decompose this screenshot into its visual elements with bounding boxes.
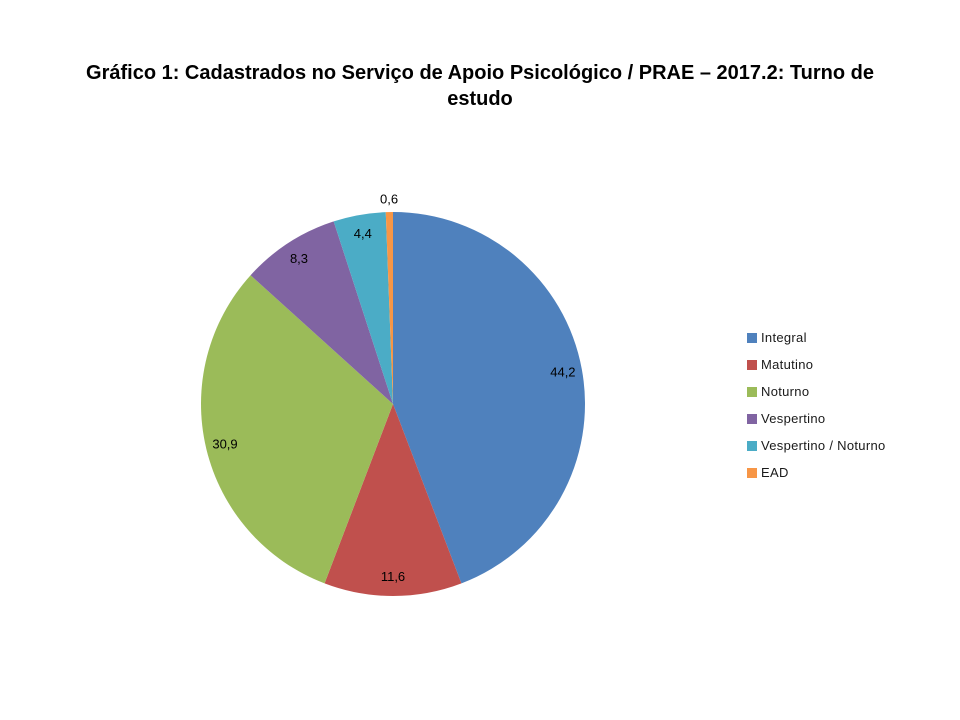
pie-slice-vespertino — [250, 221, 393, 404]
legend-item-matutino: Matutino — [747, 351, 886, 378]
legend-label-noturno: Noturno — [761, 384, 810, 399]
legend-swatch-integral — [747, 332, 757, 343]
legend-swatch-matutino — [747, 359, 757, 370]
legend-item-vespertino: Vespertino — [747, 405, 886, 432]
legend-item-vespertino-noturno: Vespertino / Noturno — [747, 432, 886, 459]
chart-title: Gráfico 1: Cadastrados no Serviço de Apo… — [0, 60, 960, 112]
legend-label-ead: EAD — [761, 465, 789, 480]
legend-swatch-vespertino — [747, 413, 757, 424]
legend-item-integral: Integral — [747, 324, 886, 351]
legend: Integral Matutino Noturno Vespertino Vespert… — [747, 324, 886, 486]
pie-slice-noturno — [201, 275, 393, 584]
slice-label-vespertino-noturno: 4,4 — [354, 226, 372, 241]
slice-label-ead: 0,6 — [380, 192, 398, 207]
legend-swatch-noturno — [747, 386, 757, 397]
legend-swatch-vespertino-noturno — [747, 440, 757, 451]
slice-label-matutino: 11,6 — [381, 569, 405, 584]
legend-item-ead: EAD — [747, 459, 886, 486]
legend-item-noturno: Noturno — [747, 378, 886, 405]
slice-label-integral: 44,2 — [550, 365, 575, 380]
chart-title-line-1: Gráfico 1: Cadastrados no Serviço de Apo… — [86, 62, 874, 84]
legend-swatch-ead — [747, 467, 757, 478]
legend-label-integral: Integral — [761, 330, 807, 345]
legend-label-matutino: Matutino — [761, 357, 814, 372]
legend-label-vespertino-noturno: Vespertino / Noturno — [761, 438, 886, 453]
slice-label-noturno: 30,9 — [212, 436, 237, 451]
pie-slice-matutino — [324, 404, 462, 596]
chart-title-line-2: estudo — [447, 88, 513, 110]
pie-slice-vespertino-noturno — [333, 212, 393, 404]
pie-slice-integral — [393, 212, 585, 584]
slice-label-vespertino: 8,3 — [290, 251, 308, 266]
legend-label-vespertino: Vespertino — [761, 411, 826, 426]
pie-slice-ead — [385, 212, 393, 404]
